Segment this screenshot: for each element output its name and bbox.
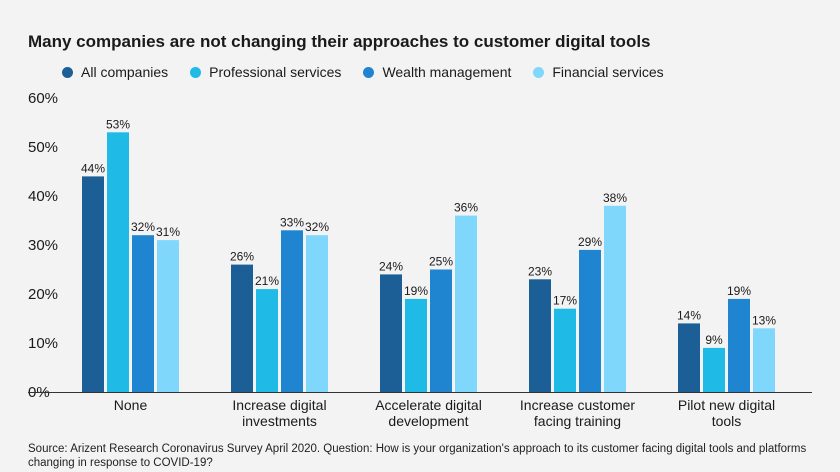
legend-swatch bbox=[533, 66, 545, 78]
bar bbox=[380, 274, 402, 392]
data-label: 14% bbox=[677, 308, 701, 322]
x-tick-label: Pilot new digital bbox=[678, 397, 775, 413]
x-tick-label: Increase digital bbox=[232, 397, 326, 413]
bar bbox=[256, 289, 278, 392]
x-tick-label: Accelerate digital bbox=[375, 397, 482, 413]
data-label: 44% bbox=[81, 161, 105, 175]
legend-label: Wealth management bbox=[382, 64, 512, 80]
data-label: 19% bbox=[727, 284, 751, 298]
data-label: 21% bbox=[255, 274, 279, 288]
bar bbox=[579, 249, 601, 392]
bar bbox=[82, 176, 104, 392]
bar bbox=[430, 269, 452, 392]
bar bbox=[281, 230, 303, 392]
legend-swatch bbox=[363, 66, 375, 78]
y-tick-label: 30% bbox=[28, 237, 58, 254]
legend-item: Wealth management bbox=[363, 64, 511, 80]
data-label: 9% bbox=[705, 333, 723, 347]
y-tick-label: 20% bbox=[28, 286, 58, 303]
bar bbox=[306, 235, 328, 392]
bar bbox=[604, 205, 626, 392]
x-tick-label: facing training bbox=[534, 413, 621, 429]
legend-item: All companies bbox=[62, 64, 168, 80]
legend-label: All companies bbox=[81, 64, 169, 80]
bar bbox=[529, 279, 551, 392]
y-tick-label: 10% bbox=[28, 335, 58, 352]
bar bbox=[703, 347, 725, 392]
x-tick-label: Increase customer bbox=[520, 397, 635, 413]
data-label: 32% bbox=[305, 220, 329, 234]
data-label: 33% bbox=[280, 215, 304, 229]
data-label: 36% bbox=[454, 201, 478, 215]
legend-swatch bbox=[62, 66, 73, 78]
bar bbox=[132, 235, 154, 392]
data-label: 53% bbox=[106, 117, 130, 131]
bar bbox=[728, 298, 750, 392]
bar bbox=[678, 323, 700, 392]
y-tick-label: 40% bbox=[28, 188, 58, 205]
legend-item: Financial services bbox=[533, 64, 664, 80]
bar-chart: 0%10%20%30%40%50%60%44%53%32% 31%None26%2… bbox=[28, 90, 812, 429]
data-label: 31% bbox=[156, 225, 180, 239]
data-label: 24% bbox=[379, 259, 403, 273]
y-tick-label: 60% bbox=[28, 90, 58, 107]
data-label: 13% bbox=[752, 313, 776, 327]
x-tick-label: None bbox=[114, 397, 148, 413]
legend-label: Financial services bbox=[552, 64, 664, 80]
x-tick-label: tools bbox=[712, 413, 742, 429]
bar bbox=[107, 132, 129, 393]
data-label: 23% bbox=[528, 264, 552, 278]
legend-item: Professional services bbox=[190, 64, 341, 80]
chart-title: Many companies are not changing their ap… bbox=[28, 32, 651, 51]
bar bbox=[231, 264, 253, 392]
bar bbox=[554, 308, 576, 392]
data-label: 26% bbox=[230, 250, 254, 264]
data-label: 19% bbox=[404, 284, 428, 298]
legend-swatch bbox=[190, 66, 202, 78]
data-label: 38% bbox=[603, 191, 627, 205]
bar bbox=[753, 328, 775, 392]
data-label: 32% bbox=[131, 220, 155, 234]
bar bbox=[157, 240, 179, 392]
bar bbox=[405, 298, 427, 392]
y-tick-label: 50% bbox=[28, 139, 58, 156]
data-label: 25% bbox=[429, 255, 453, 269]
data-label: 29% bbox=[578, 235, 602, 249]
source-note: Source: Arizent Research Coronavirus Sur… bbox=[28, 443, 807, 469]
legend-label: Professional services bbox=[209, 64, 342, 80]
data-label: 17% bbox=[553, 294, 577, 308]
bar bbox=[455, 215, 477, 392]
legend: All companies Professional services Wealth… bbox=[62, 64, 664, 80]
x-tick-label: investments bbox=[242, 413, 317, 429]
x-tick-label: development bbox=[388, 413, 468, 429]
